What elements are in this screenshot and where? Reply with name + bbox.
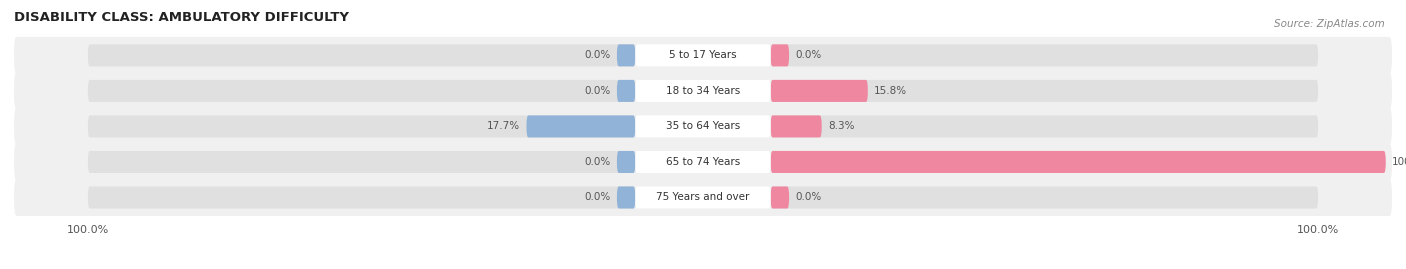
Text: 15.8%: 15.8% [875, 86, 907, 96]
FancyBboxPatch shape [770, 186, 1319, 208]
FancyBboxPatch shape [617, 151, 636, 173]
FancyBboxPatch shape [14, 179, 1392, 216]
FancyBboxPatch shape [636, 80, 770, 102]
Text: 5 to 17 Years: 5 to 17 Years [669, 50, 737, 60]
Text: 0.0%: 0.0% [796, 193, 821, 203]
Text: 0.0%: 0.0% [585, 86, 610, 96]
Text: 8.3%: 8.3% [828, 121, 855, 132]
FancyBboxPatch shape [770, 44, 1319, 66]
FancyBboxPatch shape [770, 115, 1319, 137]
FancyBboxPatch shape [770, 115, 821, 137]
Text: 0.0%: 0.0% [585, 50, 610, 60]
FancyBboxPatch shape [770, 151, 1386, 173]
FancyBboxPatch shape [87, 115, 636, 137]
Text: 75 Years and over: 75 Years and over [657, 193, 749, 203]
FancyBboxPatch shape [636, 115, 770, 137]
FancyBboxPatch shape [617, 186, 636, 208]
FancyBboxPatch shape [770, 80, 868, 102]
Text: 17.7%: 17.7% [488, 121, 520, 132]
FancyBboxPatch shape [14, 143, 1392, 180]
FancyBboxPatch shape [636, 44, 770, 66]
FancyBboxPatch shape [636, 186, 770, 208]
FancyBboxPatch shape [770, 151, 1319, 173]
Text: 0.0%: 0.0% [796, 50, 821, 60]
Text: 0.0%: 0.0% [585, 157, 610, 167]
FancyBboxPatch shape [617, 80, 636, 102]
FancyBboxPatch shape [770, 186, 789, 208]
FancyBboxPatch shape [617, 44, 636, 66]
FancyBboxPatch shape [87, 151, 636, 173]
FancyBboxPatch shape [526, 115, 636, 137]
FancyBboxPatch shape [14, 108, 1392, 145]
Text: 35 to 64 Years: 35 to 64 Years [666, 121, 740, 132]
FancyBboxPatch shape [770, 80, 1319, 102]
FancyBboxPatch shape [87, 44, 636, 66]
FancyBboxPatch shape [14, 72, 1392, 109]
FancyBboxPatch shape [770, 44, 789, 66]
Text: Source: ZipAtlas.com: Source: ZipAtlas.com [1274, 19, 1385, 29]
FancyBboxPatch shape [87, 80, 636, 102]
FancyBboxPatch shape [14, 37, 1392, 74]
FancyBboxPatch shape [636, 151, 770, 173]
FancyBboxPatch shape [87, 186, 636, 208]
Text: DISABILITY CLASS: AMBULATORY DIFFICULTY: DISABILITY CLASS: AMBULATORY DIFFICULTY [14, 11, 349, 24]
Text: 100.0%: 100.0% [1392, 157, 1406, 167]
Text: 18 to 34 Years: 18 to 34 Years [666, 86, 740, 96]
Text: 65 to 74 Years: 65 to 74 Years [666, 157, 740, 167]
Text: 0.0%: 0.0% [585, 193, 610, 203]
